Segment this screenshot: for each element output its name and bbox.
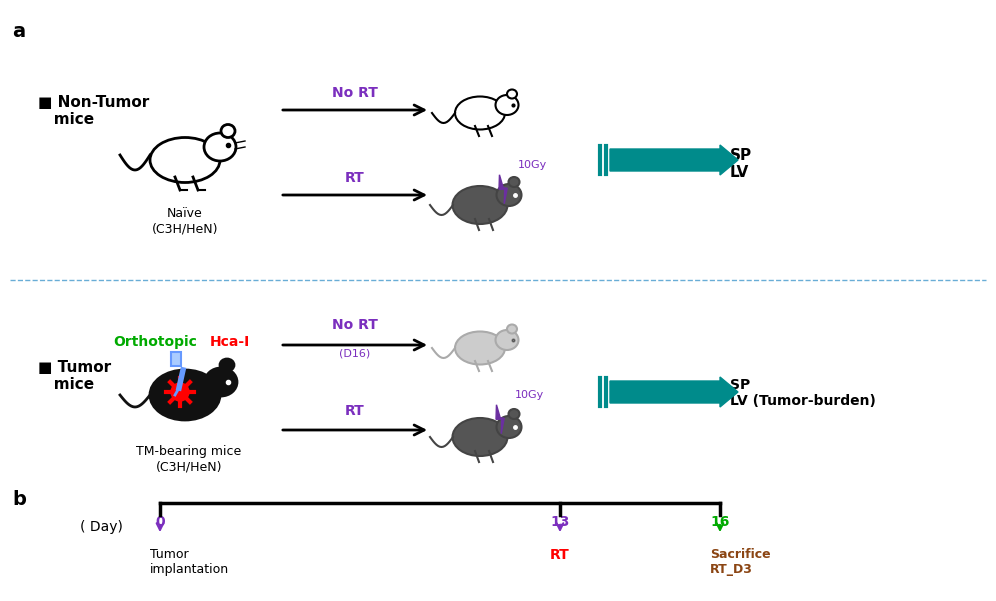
Text: 0: 0	[155, 515, 164, 529]
Text: SP
LV: SP LV	[730, 148, 752, 180]
Ellipse shape	[205, 368, 237, 396]
Text: RT: RT	[346, 404, 365, 418]
Ellipse shape	[452, 186, 508, 224]
Ellipse shape	[495, 95, 519, 115]
Text: 13: 13	[551, 515, 570, 529]
Text: RT: RT	[346, 171, 365, 185]
Text: TM-bearing mice
(C3H/HeN): TM-bearing mice (C3H/HeN)	[136, 445, 242, 473]
Text: Tumor
implantation: Tumor implantation	[150, 548, 229, 576]
Text: a: a	[12, 22, 25, 41]
Text: Hca-I: Hca-I	[210, 335, 250, 349]
Ellipse shape	[221, 124, 235, 138]
Text: ■ Tumor
   mice: ■ Tumor mice	[38, 360, 112, 392]
Ellipse shape	[452, 418, 508, 456]
Ellipse shape	[455, 332, 505, 364]
Text: RT: RT	[550, 548, 570, 562]
FancyArrow shape	[610, 377, 738, 407]
Text: Sacrifice
RT_D3: Sacrifice RT_D3	[710, 548, 771, 576]
Ellipse shape	[509, 409, 520, 419]
Ellipse shape	[150, 370, 220, 420]
Text: Naïve
(C3H/HeN): Naïve (C3H/HeN)	[151, 207, 218, 235]
Text: 16: 16	[710, 515, 730, 529]
Text: ■ Non-Tumor
   mice: ■ Non-Tumor mice	[38, 95, 149, 127]
Polygon shape	[496, 405, 504, 434]
Ellipse shape	[496, 184, 522, 206]
Text: 10Gy: 10Gy	[515, 390, 544, 400]
Ellipse shape	[204, 133, 236, 161]
FancyBboxPatch shape	[170, 352, 181, 366]
Ellipse shape	[496, 416, 522, 438]
Ellipse shape	[507, 325, 517, 334]
Text: ( Day): ( Day)	[80, 520, 123, 534]
Ellipse shape	[495, 330, 519, 350]
Polygon shape	[499, 175, 507, 204]
Ellipse shape	[220, 359, 234, 371]
Ellipse shape	[455, 97, 505, 129]
FancyArrow shape	[610, 145, 738, 175]
Text: 10Gy: 10Gy	[518, 160, 547, 170]
Ellipse shape	[507, 90, 517, 99]
Text: (D16): (D16)	[340, 348, 371, 358]
Ellipse shape	[509, 177, 520, 187]
Ellipse shape	[150, 138, 220, 183]
Text: Orthotopic: Orthotopic	[114, 335, 197, 349]
Circle shape	[171, 383, 189, 401]
Text: b: b	[12, 490, 26, 509]
Text: No RT: No RT	[332, 86, 377, 100]
Text: No RT: No RT	[332, 318, 377, 332]
Text: SP
LV (Tumor-burden): SP LV (Tumor-burden)	[730, 378, 875, 408]
